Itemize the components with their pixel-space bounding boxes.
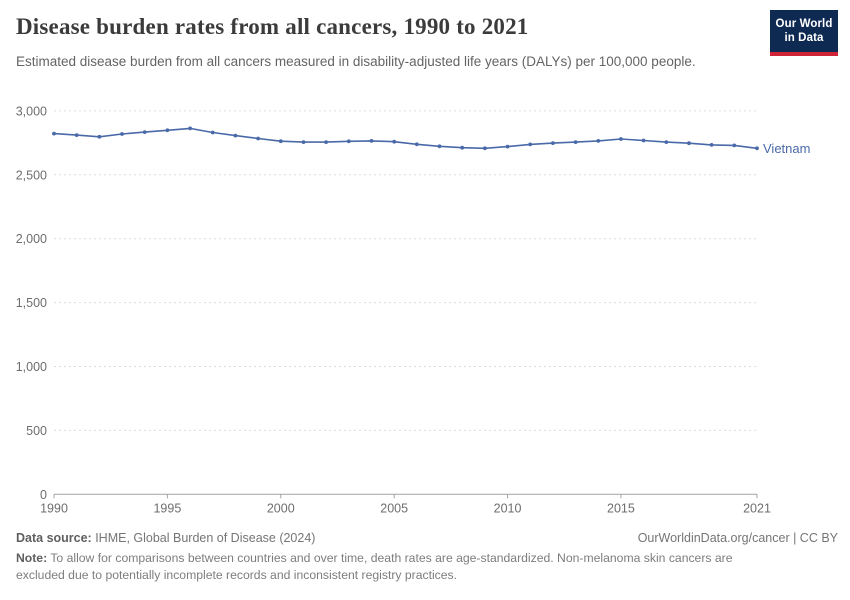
x-axis-tick-label: 2015 (607, 501, 635, 515)
data-point[interactable] (52, 131, 56, 136)
chart-footer: Data source: IHME, Global Burden of Dise… (16, 531, 838, 584)
note-label: Note: (16, 551, 48, 565)
data-point[interactable] (664, 140, 669, 144)
data-point[interactable] (483, 146, 487, 151)
x-axis-tick-label: 2005 (380, 501, 408, 515)
data-point[interactable] (142, 130, 147, 134)
chart-subtitle: Estimated disease burden from all cancer… (16, 54, 696, 69)
line-chart-plot-area[interactable]: 0 500 1,000 1,500 2,000 2,500 3,000 1990 1995 200… (0, 95, 850, 530)
data-point[interactable] (687, 141, 691, 146)
data-point[interactable] (188, 126, 193, 131)
data-point[interactable] (437, 144, 442, 149)
data-point[interactable] (732, 143, 737, 148)
owid-logo[interactable]: Our World in Data (770, 10, 838, 56)
y-axis-tick-label: 0 (40, 488, 47, 502)
data-point[interactable] (97, 134, 102, 139)
data-point[interactable] (641, 138, 646, 143)
y-axis-tick-label: 1,500 (16, 296, 47, 310)
chart-note: Note: To allow for comparisons between c… (16, 550, 761, 584)
data-point[interactable] (528, 142, 533, 147)
series-entity-label: Vietnam (763, 141, 810, 156)
data-source: Data source: IHME, Global Burden of Dise… (16, 531, 315, 545)
data-source-value: IHME, Global Burden of Disease (2024) (91, 531, 316, 545)
y-axis-tick-label: 3,000 (16, 104, 47, 118)
y-axis-tick-label: 2,500 (16, 168, 47, 182)
data-point[interactable] (709, 143, 714, 147)
rights-link[interactable]: OurWorldinData.org/cancer | CC BY (637, 531, 838, 545)
data-point[interactable] (551, 141, 555, 145)
data-point[interactable] (233, 133, 238, 138)
owid-logo-line1: Our World (775, 18, 833, 30)
data-point[interactable] (619, 137, 623, 141)
x-axis-tick-label: 1995 (153, 501, 181, 515)
data-point[interactable] (301, 140, 306, 144)
series-line[interactable] (53, 127, 758, 150)
owid-logo-line2: in Data (784, 32, 824, 45)
y-axis-tick-label: 1,000 (16, 360, 47, 374)
data-source-label: Data source: (16, 531, 92, 545)
data-point[interactable] (74, 133, 79, 137)
x-axis-tick-label: 2000 (267, 501, 295, 515)
data-point[interactable] (596, 139, 601, 143)
data-point[interactable] (165, 128, 170, 133)
data-point[interactable] (505, 144, 510, 149)
data-point[interactable] (324, 140, 328, 144)
data-point[interactable] (392, 139, 397, 144)
data-point[interactable] (460, 145, 465, 150)
data-point[interactable] (278, 139, 283, 144)
y-axis-tick-label: 2,000 (16, 232, 47, 246)
data-point[interactable] (256, 136, 260, 141)
note-value: To allow for comparisons between countri… (16, 551, 733, 583)
data-point[interactable] (120, 132, 124, 136)
data-point[interactable] (755, 146, 759, 151)
page-title: Disease burden rates from all cancers, 1… (16, 14, 529, 39)
data-point[interactable] (346, 139, 351, 144)
data-point[interactable] (414, 142, 419, 147)
x-axis-tick-label: 2021 (743, 501, 771, 515)
x-axis-tick-label: 2010 (494, 501, 522, 515)
y-axis-tick-label: 500 (26, 424, 47, 438)
x-axis-tick-label: 1990 (40, 501, 68, 515)
data-point[interactable] (210, 130, 215, 135)
data-point[interactable] (369, 139, 374, 143)
data-point[interactable] (573, 140, 578, 144)
